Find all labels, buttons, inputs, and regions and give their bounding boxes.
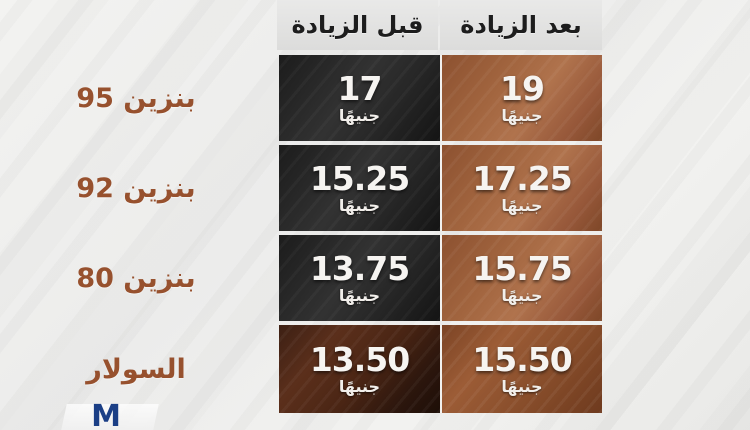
fuel-name-row: السولار [0, 325, 272, 413]
price-unit: جنيهًا [338, 106, 381, 125]
price-value: 13.75 [309, 249, 410, 288]
price-cell-before-benzine-92: 15.25 جنيهًا [279, 145, 440, 231]
price-unit: جنيهًا [501, 377, 543, 396]
price-unit: جنيهًا [501, 106, 543, 125]
fuel-name-row: بنزين 80 [0, 235, 272, 321]
price-value: 17.25 [472, 159, 572, 198]
price-unit: جنيهًا [501, 196, 543, 215]
column-header-before-label: قبل الزيادة [291, 11, 424, 39]
fuel-name-benzine-95: بنزين 95 [76, 82, 196, 114]
fuel-name-row: بنزين 92 [0, 145, 272, 231]
price-grid: 19 جنيهًا 17 جنيهًا 17.25 جنيهًا 15.25 ج… [277, 55, 602, 423]
price-unit: جنيهًا [501, 286, 543, 305]
price-unit: جنيهًا [338, 286, 381, 305]
channel-logo-mark: M [91, 400, 121, 430]
column-header-before: قبل الزيادة [277, 0, 438, 50]
price-value: 17 [337, 69, 383, 108]
column-header-after-label: بعد الزيادة [460, 11, 582, 39]
price-cell-after-benzine-95: 19 جنيهًا [440, 55, 602, 141]
price-value: 15.25 [309, 159, 410, 198]
table-row: 15.75 جنيهًا 13.75 جنيهًا [277, 235, 602, 321]
column-header-after: بعد الزيادة [440, 0, 602, 50]
price-cell-before-benzine-80: 13.75 جنيهًا [279, 235, 440, 321]
price-value: 19 [500, 69, 545, 108]
price-unit: جنيهًا [338, 377, 381, 396]
price-value: 15.75 [472, 249, 572, 288]
price-cell-before-benzine-95: 17 جنيهًا [279, 55, 440, 141]
price-cell-after-diesel: 15.50 جنيهًا [440, 325, 602, 413]
table-row: 19 جنيهًا 17 جنيهًا [277, 55, 602, 141]
watermark [562, 394, 738, 424]
fuel-name-benzine-80: بنزين 80 [76, 262, 196, 294]
fuel-name-diesel: السولار [86, 353, 186, 385]
price-cell-after-benzine-80: 15.75 جنيهًا [440, 235, 602, 321]
fuel-name-benzine-92: بنزين 92 [76, 172, 196, 204]
price-cell-before-diesel: 13.50 جنيهًا [279, 325, 440, 413]
table-row: 17.25 جنيهًا 15.25 جنيهًا [277, 145, 602, 231]
channel-logo: M [86, 400, 124, 430]
price-value: 13.50 [309, 340, 410, 379]
fuel-name-column: بنزين 95 بنزين 92 بنزين 80 السولار [0, 55, 272, 423]
fuel-name-row: بنزين 95 [0, 55, 272, 141]
table-row: 15.50 جنيهًا 13.50 جنيهًا [277, 325, 602, 413]
price-cell-after-benzine-92: 17.25 جنيهًا [440, 145, 602, 231]
price-unit: جنيهًا [338, 196, 381, 215]
price-value: 15.50 [472, 340, 572, 379]
